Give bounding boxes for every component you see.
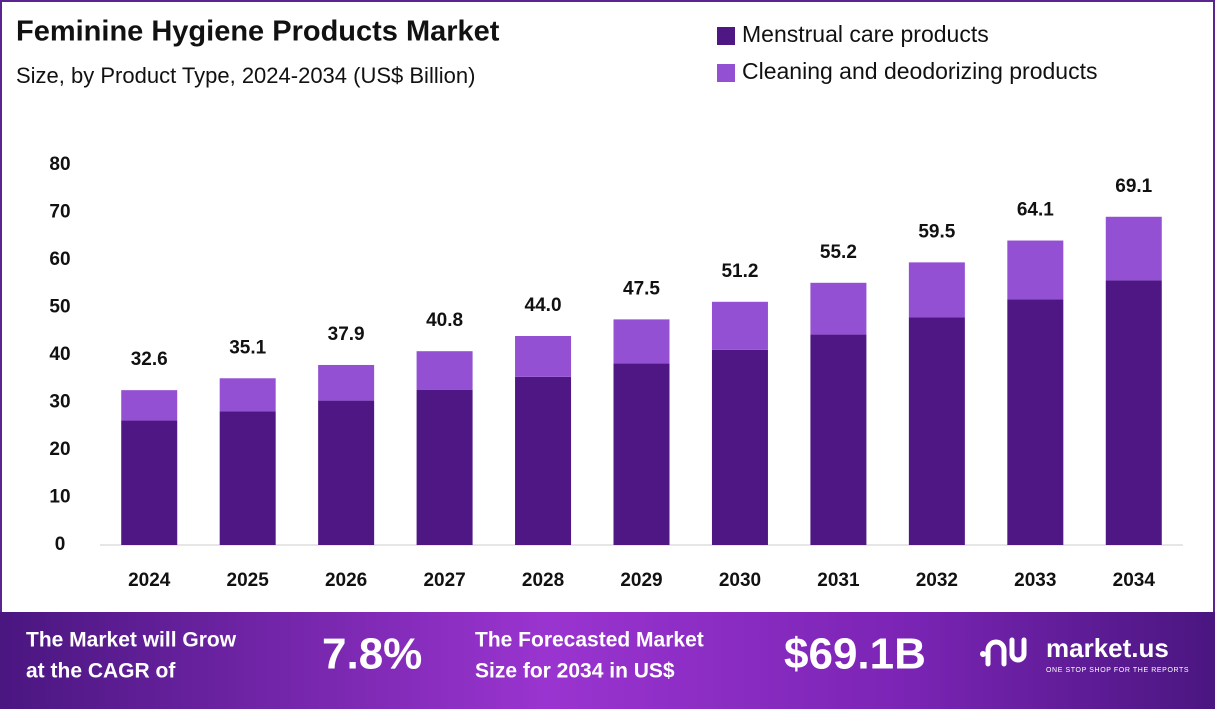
legend-swatch — [717, 64, 735, 82]
legend-label: Cleaning and deodorizing products — [742, 58, 1097, 84]
y-tick-label: 0 — [55, 534, 66, 555]
y-tick-label: 70 — [49, 202, 70, 223]
x-tick-label: 2033 — [1014, 570, 1056, 591]
x-tick-label: 2034 — [1113, 570, 1156, 591]
total-label: 51.2 — [721, 261, 758, 282]
bar-segment — [219, 411, 276, 545]
total-label: 59.5 — [918, 221, 955, 242]
legend-swatch — [717, 27, 735, 45]
chart-title: Feminine Hygiene Products Market — [16, 16, 500, 48]
forecast-text: The Forecasted Market — [475, 629, 704, 652]
bar-segment — [219, 378, 276, 412]
total-label: 64.1 — [1017, 200, 1054, 221]
y-tick-label: 10 — [49, 487, 70, 508]
x-tick-label: 2032 — [916, 570, 958, 591]
bar-segment — [121, 420, 178, 545]
brand-logo — [980, 637, 1027, 667]
brand-name: market.us — [1046, 633, 1169, 663]
total-label: 32.6 — [131, 349, 168, 370]
x-tick-label: 2025 — [227, 570, 270, 591]
legend-label: Menstrual care products — [742, 21, 989, 47]
bar-segment — [1007, 299, 1064, 545]
bar-segment — [613, 363, 670, 545]
chart-subtitle: Size, by Product Type, 2024-2034 (US$ Bi… — [16, 63, 475, 88]
y-tick-label: 30 — [49, 392, 70, 413]
y-tick-label: 50 — [49, 297, 70, 318]
bar-segment — [711, 301, 768, 350]
total-label: 40.8 — [426, 310, 463, 331]
cagr-text: at the CAGR of — [26, 660, 176, 683]
x-tick-label: 2029 — [620, 570, 662, 591]
bar-segment — [416, 389, 473, 545]
brand-tagline: ONE STOP SHOP FOR THE REPORTS — [1046, 667, 1189, 674]
bar-segment — [121, 390, 178, 421]
y-tick-label: 40 — [49, 344, 70, 365]
y-tick-label: 20 — [49, 439, 70, 460]
bar-segment — [1007, 240, 1064, 300]
total-label: 55.2 — [820, 242, 857, 263]
x-tick-label: 2024 — [128, 570, 171, 591]
bar-segment — [711, 349, 768, 545]
x-tick-label: 2026 — [325, 570, 367, 591]
x-tick-label: 2031 — [817, 570, 860, 591]
bar-segment — [1105, 216, 1162, 281]
x-tick-label: 2027 — [423, 570, 465, 591]
total-label: 37.9 — [328, 324, 365, 345]
bar-segment — [810, 334, 867, 545]
bar-segment — [1105, 280, 1162, 545]
total-label: 69.1 — [1115, 176, 1152, 197]
cagr-value: 7.8% — [322, 630, 422, 679]
bar-segment — [318, 364, 375, 401]
bar-segment — [613, 319, 670, 364]
bar-segment — [908, 317, 965, 545]
forecast-text: Size for 2034 in US$ — [475, 660, 675, 683]
bar-segment — [515, 376, 572, 545]
banner: The Market will Grow at the CAGR of 7.8%… — [0, 612, 1215, 709]
y-tick-label: 80 — [49, 154, 70, 175]
forecast-value: $69.1B — [784, 630, 926, 679]
total-label: 44.0 — [525, 295, 562, 316]
bar-segment — [318, 400, 375, 545]
total-label: 47.5 — [623, 278, 660, 299]
x-tick-label: 2028 — [522, 570, 564, 591]
bar-segment — [416, 351, 473, 390]
total-label: 35.1 — [229, 337, 266, 358]
banner-background — [0, 612, 1215, 709]
bar-segment — [908, 262, 965, 318]
y-tick-label: 60 — [49, 249, 70, 270]
cagr-text: The Market will Grow — [26, 629, 237, 652]
x-tick-label: 2030 — [719, 570, 761, 591]
bar-segment — [515, 336, 572, 377]
bar-segment — [810, 282, 867, 335]
